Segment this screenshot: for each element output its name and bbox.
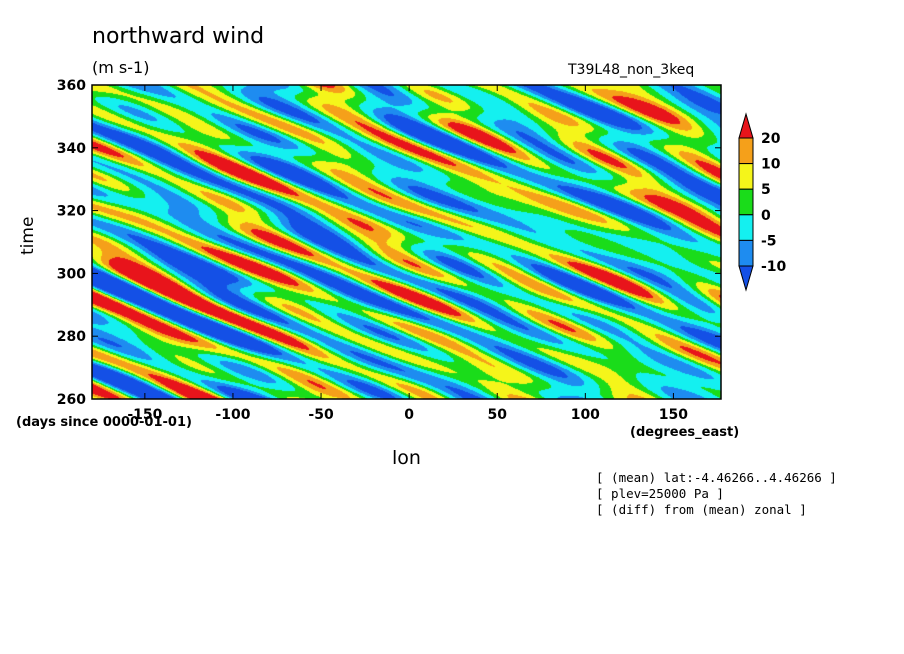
x-tick-label: 150	[659, 407, 688, 423]
colorbar-label: 20	[761, 131, 781, 147]
axes: -150 -100 -50 0 50 100 150 260 280 300 320 340 360	[57, 78, 721, 423]
y-tick-label: 280	[57, 329, 86, 345]
colorbar-segment	[738, 188, 754, 216]
y-axis-units: (days since 0000-01-01)	[16, 415, 192, 430]
x-axis-label: lon	[392, 447, 421, 469]
colorbar-segment	[738, 214, 754, 241]
colorbar-segment	[738, 239, 754, 267]
colorbar-label: 10	[761, 157, 781, 173]
annotation-latitude: [ (mean) lat:-4.46266..4.46266 ]	[596, 470, 837, 485]
y-tick-label: 300	[57, 266, 86, 282]
colorbar-label: -5	[761, 233, 777, 249]
chart-units: (m s-1)	[92, 58, 150, 77]
y-tick-label: 360	[57, 78, 86, 94]
y-tick-label: 340	[57, 141, 86, 157]
x-tick-label: -50	[308, 407, 334, 423]
plot-frame	[91, 84, 722, 400]
y-tick-label: 260	[57, 392, 86, 408]
colorbar-segment	[738, 265, 754, 292]
colorbar-label: -10	[761, 259, 787, 275]
colorbar-segment	[738, 137, 754, 165]
x-axis-units: (degrees_east)	[630, 425, 740, 440]
x-tick-label: -100	[215, 407, 250, 423]
chart-title: northward wind	[92, 24, 265, 49]
y-tick-label: 320	[57, 204, 86, 220]
annotation-difference: [ (diff) from (mean) zonal ]	[596, 502, 807, 517]
contour-field	[92, 85, 721, 399]
colorbar-label: 0	[761, 208, 771, 224]
x-tick-label: 100	[571, 407, 600, 423]
colorbar-segment	[738, 112, 754, 139]
x-tick-label: 0	[404, 407, 414, 423]
annotation-pressure-level: [ plev=25000 Pa ]	[596, 486, 724, 501]
x-tick-label: -150	[127, 407, 162, 423]
contour-image	[92, 85, 721, 399]
colorbar-label: 5	[761, 182, 771, 198]
x-tick-label: 50	[487, 407, 507, 423]
colorbar-segment	[738, 163, 754, 190]
colorbar: 20 10 5 0 -5 -10	[738, 112, 787, 292]
run-label: T39L48_non_3keq	[568, 62, 695, 78]
